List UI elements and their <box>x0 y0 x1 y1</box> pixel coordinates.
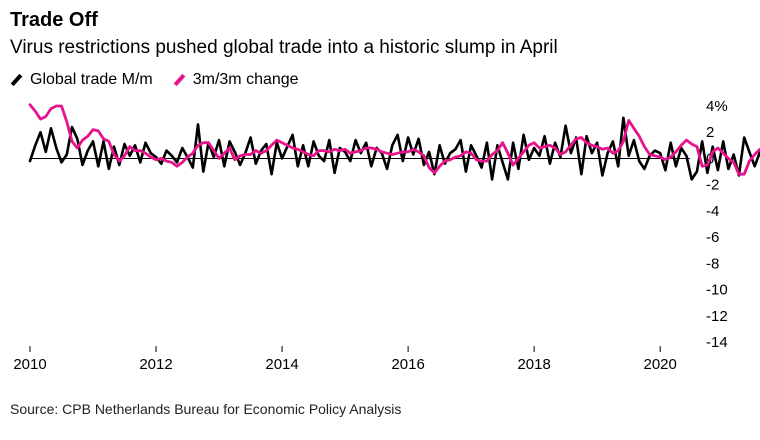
x-tick-label-2012: 2012 <box>139 356 172 373</box>
legend-label-3m-change: 3m/3m change <box>192 71 299 88</box>
chart-subtitle: Virus restrictions pushed global trade i… <box>10 37 558 58</box>
x-tick-label-2014: 2014 <box>265 356 298 373</box>
legend-label-global-trade: Global trade M/m <box>30 71 153 88</box>
y-tick-label--4: -4 <box>706 203 719 220</box>
line-chart: 2010 2012 2014 2016 2018 20204%20-2-4-6-8-10-… <box>13 98 760 373</box>
y-tick-label--10: -10 <box>706 282 728 299</box>
legend-swatch-global-trade <box>10 73 23 87</box>
legend-swatch-3m-change <box>173 73 186 87</box>
legend-item-global-trade: Global trade M/m <box>10 71 153 89</box>
y-tick-label--14: -14 <box>706 334 728 351</box>
y-tick-label-4: 4% <box>706 98 728 115</box>
legend-item-3m-change: 3m/3m change <box>173 71 299 89</box>
series-line-3m-change <box>28 103 760 176</box>
y-tick-label--6: -6 <box>706 229 719 246</box>
x-tick-label-2016: 2016 <box>391 356 424 373</box>
y-tick-label-2: 2 <box>706 124 714 141</box>
x-tick-label-2018: 2018 <box>517 356 550 373</box>
legend: Global trade M/m 3m/3m change <box>10 70 319 90</box>
chart-title: Trade Off <box>10 9 98 31</box>
x-tick-label-2010: 2010 <box>13 356 46 373</box>
y-tick-label--8: -8 <box>706 255 719 272</box>
y-tick-label--12: -12 <box>706 308 728 325</box>
x-tick-label-2020: 2020 <box>644 356 677 373</box>
series-line-global-trade <box>28 116 760 181</box>
source-note: Source: CPB Netherlands Bureau for Econo… <box>10 401 402 417</box>
y-tick-label--2: -2 <box>706 177 719 194</box>
